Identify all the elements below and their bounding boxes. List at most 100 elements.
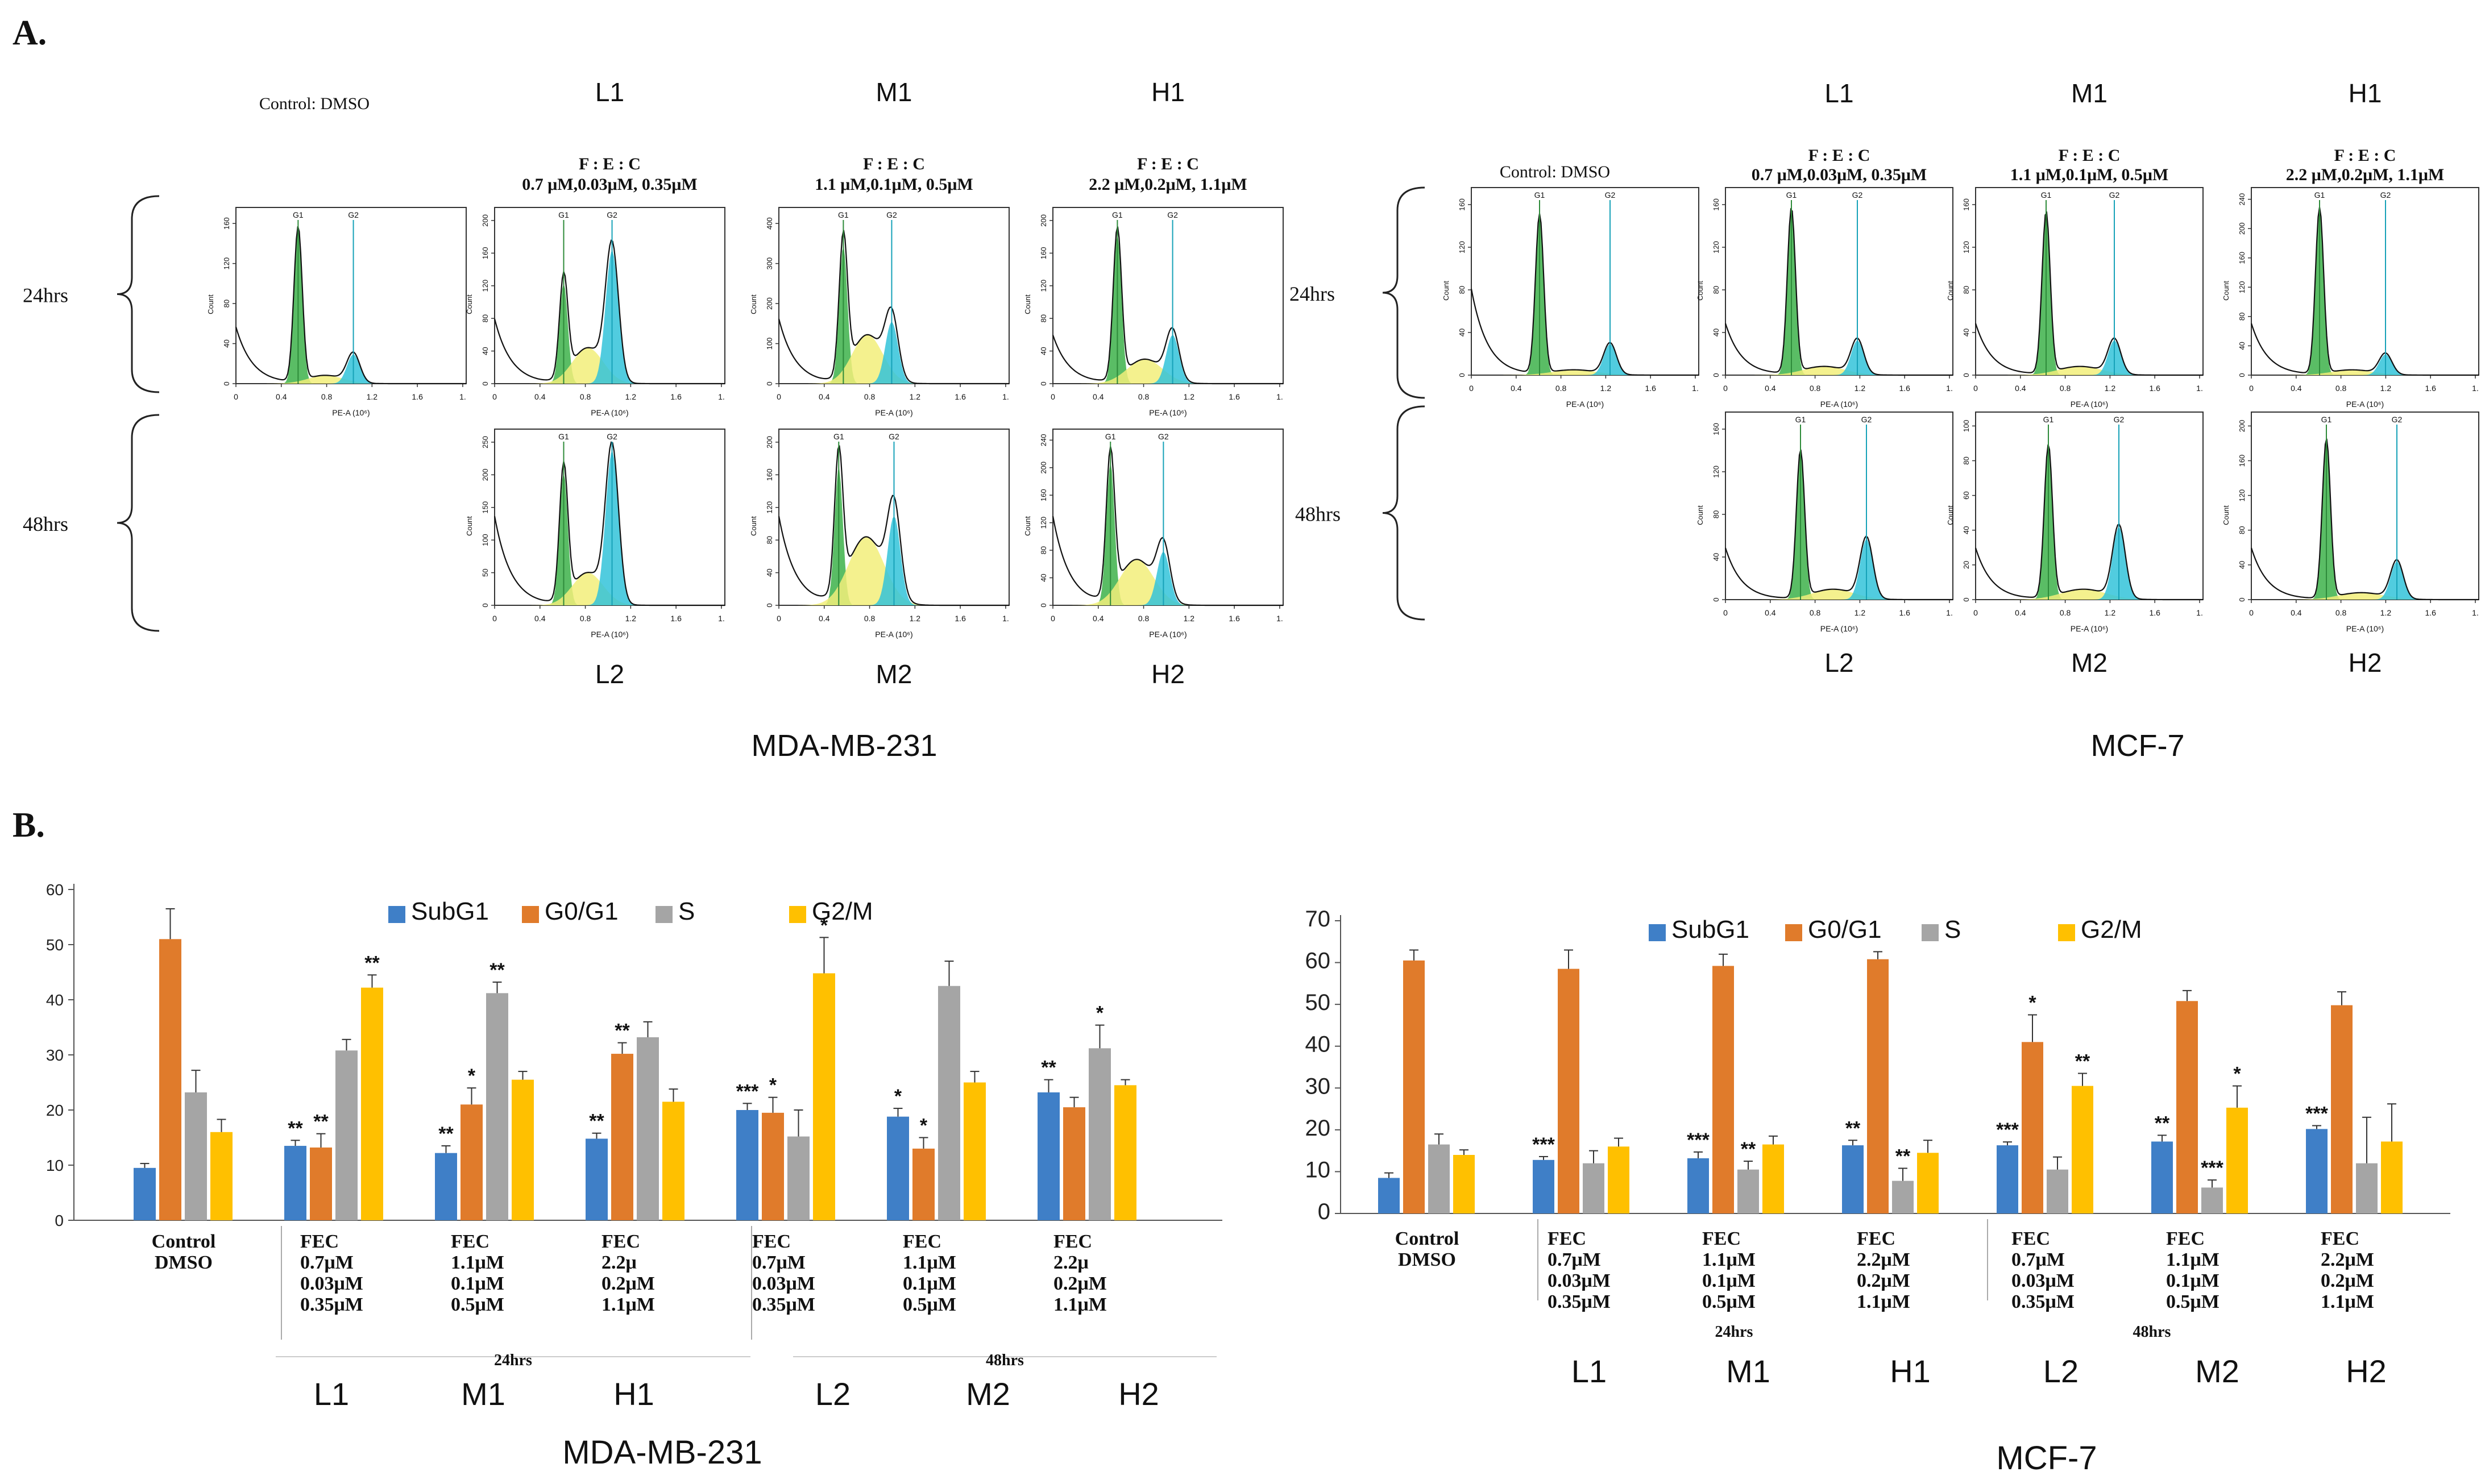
- bar-g0g1: [2331, 1005, 2353, 1213]
- x-axis-label: PE-A (10⁶): [2346, 624, 2384, 633]
- significance-marker: ***: [1687, 1129, 1710, 1151]
- x-tick-label: 1.6: [670, 392, 682, 401]
- y-tick-label: 160: [481, 247, 489, 260]
- y-axis-label: Count: [749, 516, 758, 536]
- category-label: FEC: [1702, 1228, 1741, 1249]
- y-tick-label: 0: [1712, 597, 1720, 601]
- legend-label: G0/G1: [1808, 916, 1882, 943]
- y-tick-label: 200: [1039, 214, 1048, 227]
- category-label: 2.2μM: [2321, 1249, 2374, 1270]
- x-tick-label: 0.4: [2291, 608, 2302, 617]
- y-tick-label: 40: [46, 991, 64, 1009]
- g1-gate-label: G1: [838, 210, 849, 219]
- x-axis-label: PE-A (10⁶): [332, 408, 370, 417]
- x-tick-label: 0: [1973, 608, 1978, 617]
- bar-subg1: [887, 1116, 909, 1220]
- y-tick-label: 60: [46, 881, 64, 899]
- y-tick-label: 0: [1962, 373, 1970, 377]
- y-tick-label: 160: [222, 217, 231, 230]
- bar-subg1: [134, 1167, 156, 1220]
- panel-label-b: B.: [13, 806, 45, 845]
- x-tick-label: 0.8: [864, 392, 876, 401]
- significance-marker: *: [920, 1115, 928, 1137]
- y-tick-label: 40: [1039, 347, 1048, 355]
- x-tick-label: 0.4: [2291, 384, 2302, 393]
- bar-s: [1892, 1180, 1914, 1213]
- y-tick-label: 120: [2238, 281, 2246, 293]
- significance-marker: **: [489, 959, 505, 981]
- y-tick-label: 0: [222, 381, 231, 385]
- category-label: Control: [1395, 1228, 1459, 1249]
- significance-marker: **: [615, 1020, 630, 1042]
- y-tick-label: 40: [1305, 1032, 1331, 1057]
- condition-code-bottom: M2: [2071, 648, 2108, 677]
- category-label: FEC: [601, 1231, 640, 1252]
- y-tick-label: 40: [1712, 329, 1720, 336]
- panel-a: A.Control: DMSO L1F : E : C0.7 μM,0.03μM,…: [13, 14, 2479, 763]
- significance-marker: *: [2028, 992, 2036, 1014]
- histogram-curve: [493, 441, 725, 606]
- x-tick-label: 0: [1469, 384, 1474, 393]
- x-tick-label: 1.: [2196, 608, 2203, 617]
- y-axis-label: Count: [1023, 516, 1032, 536]
- histogram-mcf-control: 0 40 80 120 160 Count 0 0.4 0.8 1.2 1.6 1. PE-A (10⁶…: [1442, 187, 1699, 409]
- bar-subg1: [1997, 1145, 2018, 1213]
- bar-s: [1089, 1048, 1111, 1220]
- x-tick-label: 1.: [1002, 614, 1009, 623]
- bar-g2m: [1608, 1146, 1629, 1213]
- g1-gate-label: G1: [1105, 432, 1116, 441]
- g2-fill: [1053, 551, 1283, 605]
- x-tick-label: 1.: [459, 392, 466, 401]
- significance-marker: *: [468, 1065, 476, 1087]
- x-tick-label: 1.6: [2425, 608, 2436, 617]
- dose-label: 2.2 μM,0.2μM, 1.1μM: [2286, 165, 2444, 184]
- x-tick-label: 1.6: [1229, 392, 1240, 401]
- category-label: 1.1μM: [2166, 1249, 2220, 1270]
- x-tick-label: 1.6: [412, 392, 423, 401]
- histogram-curve: [1724, 207, 1953, 376]
- category-label: 1.1μM: [1053, 1294, 1107, 1315]
- y-tick-label: 80: [1962, 286, 1970, 294]
- x-tick-label: 1.: [1002, 392, 1009, 401]
- y-axis-label: Count: [749, 294, 758, 314]
- bar-s: [335, 1050, 358, 1220]
- x-axis-label: PE-A (10⁶): [1149, 630, 1187, 639]
- y-tick-label: 0: [765, 603, 774, 607]
- group-time-label: 24hrs: [1715, 1323, 1753, 1341]
- category-label: 2.2μ: [1053, 1252, 1089, 1273]
- g1-gate-label: G1: [558, 432, 569, 441]
- category-label: FEC: [2166, 1228, 2205, 1249]
- y-tick-label: 160: [2238, 455, 2246, 467]
- x-tick-label: 0: [234, 392, 238, 401]
- chart-title: MCF-7: [1996, 1440, 2097, 1477]
- significance-marker: *: [894, 1086, 902, 1107]
- category-label: 0.1μM: [2166, 1270, 2220, 1291]
- y-tick-label: 0: [2238, 597, 2246, 601]
- y-tick-label: 240: [1039, 434, 1048, 447]
- x-tick-label: 0: [2249, 384, 2254, 393]
- x-axis-label: PE-A (10⁶): [2071, 624, 2108, 633]
- histogram-mda-H2: 0 40 80 120 160 200 240 Count 0 0.4 0.8 1.2 1.6 1. PE-…: [1023, 429, 1284, 639]
- category-label: FEC: [2011, 1228, 2050, 1249]
- y-tick-label: 0: [1039, 603, 1048, 607]
- g1-gate-label: G1: [2041, 190, 2052, 199]
- g2-gate-label: G2: [889, 432, 899, 441]
- condition-code-top: H1: [2349, 78, 2382, 108]
- y-tick-label: 80: [2238, 526, 2246, 534]
- g1-fill: [236, 230, 466, 384]
- category-label: 0.5μM: [451, 1294, 504, 1315]
- y-axis-label: Count: [1696, 505, 1704, 525]
- x-tick-label: 1.2: [625, 614, 637, 623]
- y-axis-label: Count: [206, 294, 215, 314]
- bar-subg1: [2151, 1141, 2173, 1213]
- x-axis-label: PE-A (10⁶): [1149, 408, 1187, 417]
- histogram-mda-L1: 0 40 80 120 160 200 Count 0 0.4 0.8 1.2 1.6 1. PE-A (…: [465, 207, 725, 417]
- g2-gate-label: G2: [1158, 432, 1169, 441]
- bar-g2m: [2226, 1107, 2248, 1213]
- y-tick-label: 240: [2238, 193, 2246, 206]
- histogram-mda-M2: 0 40 80 120 160 200 Count 0 0.4 0.8 1.2 1.6 1. PE-A (…: [749, 429, 1010, 639]
- y-tick-label: 150: [481, 501, 489, 514]
- legend-swatch-subg1: [1649, 924, 1666, 941]
- y-tick-label: 60: [1305, 949, 1331, 974]
- bar-subg1: [1533, 1159, 1554, 1213]
